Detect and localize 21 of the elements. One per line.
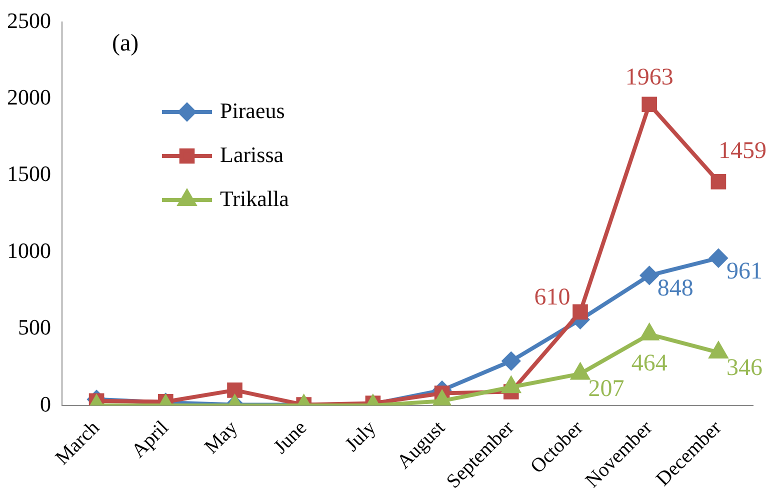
data-label: 848 — [657, 276, 694, 302]
data-label: 464 — [631, 350, 668, 377]
data-label: 207 — [588, 376, 624, 402]
y-tick-label: 2000 — [7, 84, 51, 110]
data-label: 346 — [726, 354, 762, 381]
legend-label: Larissa — [220, 142, 284, 167]
x-tick-label: May — [200, 416, 242, 458]
y-tick-label: 500 — [18, 314, 51, 340]
x-tick-label: June — [270, 416, 312, 458]
data-label: 610 — [534, 284, 570, 310]
legend-label: Trikalla — [220, 186, 290, 211]
data-label: 1963 — [625, 64, 674, 91]
data-label: 1459 — [718, 138, 766, 164]
legend-label: Piraeus — [220, 98, 285, 123]
annotation: (a) — [112, 30, 139, 56]
data-label: 961 — [726, 258, 762, 284]
y-tick-label: 0 — [40, 391, 51, 416]
y-tick-label: 1000 — [7, 238, 51, 263]
y-tick-label: 2500 — [7, 8, 51, 33]
x-tick-label: July — [341, 416, 380, 456]
y-tick-label: 1500 — [7, 161, 51, 186]
